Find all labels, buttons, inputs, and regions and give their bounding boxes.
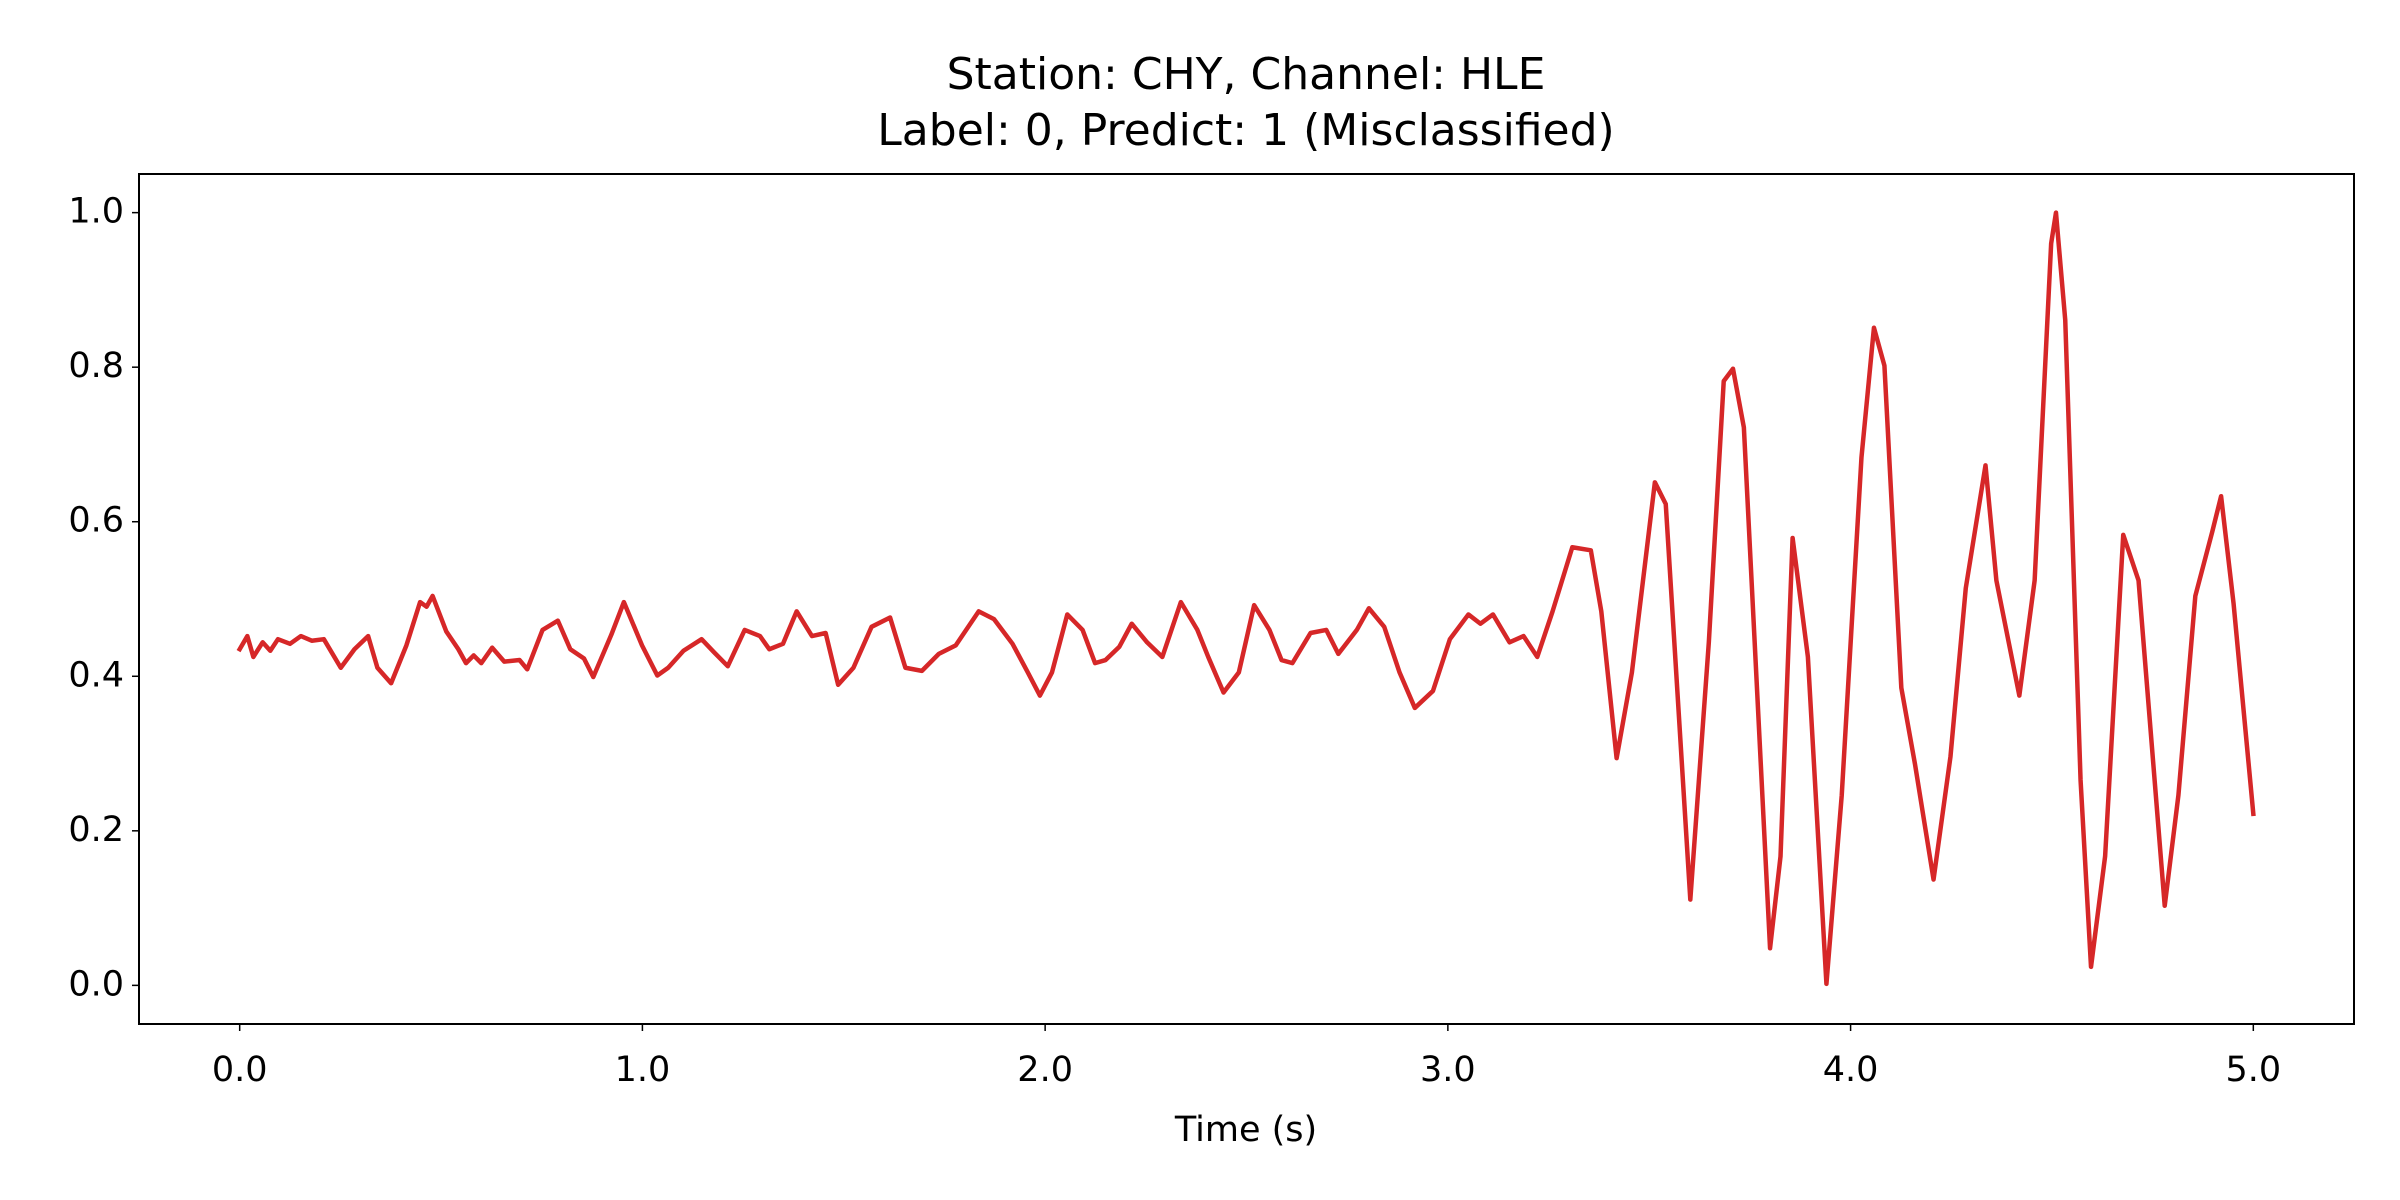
x-tick-label: 0.0 [212,1050,268,1090]
y-tick-label: 0.2 [68,810,124,850]
data-line [236,210,2256,987]
x-axis-label: Time (s) [1174,1110,1317,1150]
x-tick-label: 4.0 [1823,1050,1879,1090]
y-tick-label: 1.0 [68,192,124,232]
chart-title: Station: CHY, Channel: HLE [947,49,1546,100]
plot-frame [138,173,2355,1025]
y-tick-label: 0.0 [68,964,124,1004]
chart-title: Label: 0, Predict: 1 (Misclassified) [877,105,1614,156]
x-tick-label: 3.0 [1420,1050,1476,1090]
y-tick-label: 0.6 [68,501,124,541]
x-tick-label: 5.0 [2225,1050,2281,1090]
x-tick-label: 2.0 [1017,1050,1073,1090]
y-tick-label: 0.4 [68,655,124,695]
x-tick-label: 1.0 [615,1050,671,1090]
y-tick-label: 0.8 [68,346,124,386]
